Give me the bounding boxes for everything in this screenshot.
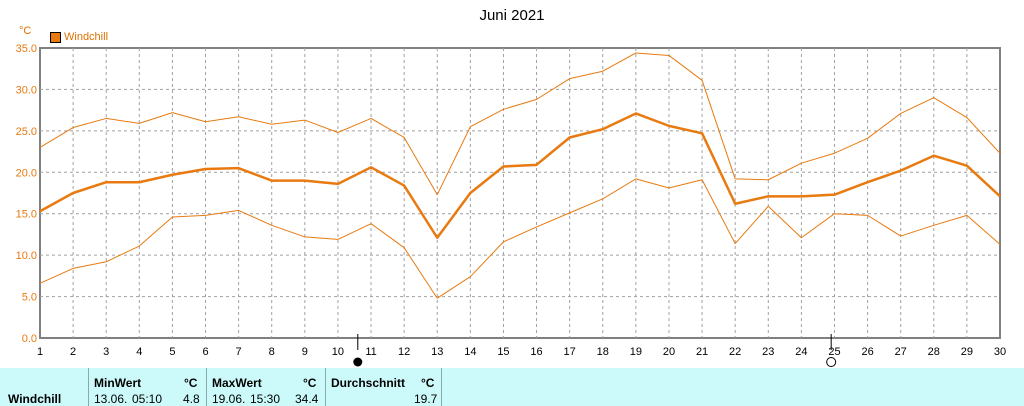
y-tick-label: 0.0 (22, 333, 37, 345)
x-tick-label: 21 (696, 346, 708, 358)
x-tick-label: 7 (236, 346, 242, 358)
new-moon-icon (826, 357, 837, 367)
x-tick-label: 13 (431, 346, 443, 358)
x-tick-label: 15 (497, 346, 509, 358)
full-moon-icon (353, 357, 363, 367)
stats-separator (88, 368, 89, 406)
avg-header: Durchschnitt (331, 376, 406, 390)
x-tick-label: 17 (564, 346, 576, 358)
y-tick-label: 25.0 (16, 126, 37, 138)
x-tick-label: 5 (169, 346, 175, 358)
avg-unit: °C (421, 376, 435, 390)
x-tick-label: 29 (961, 346, 973, 358)
max-date: 19.06. (212, 392, 246, 406)
legend-swatch (50, 31, 61, 43)
legend-label: Windchill (64, 31, 109, 43)
stats-label: Windchill (8, 392, 62, 406)
x-tick-label: 6 (202, 346, 208, 358)
max-header: MaxWert (212, 376, 262, 390)
x-tick-label: 3 (103, 346, 109, 358)
y-tick-label: 20.0 (16, 167, 37, 179)
max-unit: °C (303, 376, 317, 390)
min-date: 13.06. (94, 392, 128, 406)
x-tick-label: 2 (70, 346, 76, 358)
min-time: 05:10 (132, 392, 163, 406)
x-tick-label: 19 (630, 346, 642, 358)
x-tick-label: 1 (37, 346, 43, 358)
y-tick-label: 10.0 (16, 250, 37, 262)
x-tick-label: 24 (795, 346, 807, 358)
chart-canvas: 0.05.010.015.020.025.030.035.01 2 3 4 5 6 7 8 9 1… (16, 43, 1006, 367)
y-tick-label: 30.0 (16, 84, 37, 96)
avg-value: 19.7 (414, 392, 438, 406)
x-tick-label: 26 (861, 346, 873, 358)
y-axis-unit: °C (19, 25, 32, 37)
stats-separator (206, 368, 207, 406)
min-value: 4.8 (183, 392, 200, 406)
x-tick-label: 23 (762, 346, 774, 358)
y-tick-label: 15.0 (16, 209, 37, 221)
legend: Windchill (50, 31, 108, 43)
x-tick-label: 9 (302, 346, 308, 358)
x-tick-label: 10 (332, 346, 344, 358)
x-tick-label: 8 (269, 346, 275, 358)
x-tick-label: 11 (365, 346, 376, 358)
x-tick-label: 20 (663, 346, 675, 358)
stats-panel: Windchill MinWert °C 13.06. 05:10 4.8 Ma… (0, 368, 1024, 406)
x-tick-label: 18 (597, 346, 609, 358)
x-tick-label: 16 (530, 346, 542, 358)
series-line-max (39, 52, 1001, 196)
series-line-min (39, 178, 1001, 299)
x-tick-label: 14 (464, 346, 476, 358)
y-tick-label: 5.0 (22, 292, 37, 304)
max-value: 34.4 (295, 392, 319, 406)
x-tick-label: 30 (994, 346, 1006, 358)
y-tick-label: 35.0 (16, 43, 37, 55)
series-line-windchill (39, 112, 1001, 239)
stats-separator (441, 368, 442, 406)
chart-title: Juni 2021 (479, 7, 545, 24)
x-tick-label: 25 (828, 346, 840, 358)
min-unit: °C (184, 376, 198, 390)
x-tick-label: 22 (729, 346, 741, 358)
plot-area (39, 47, 1001, 339)
x-tick-label: 4 (136, 346, 142, 358)
x-tick-label: 12 (398, 346, 410, 358)
stats-separator (325, 368, 326, 406)
x-tick-label: 28 (928, 346, 940, 358)
min-header: MinWert (94, 376, 142, 390)
max-time: 15:30 (250, 392, 281, 406)
x-tick-label: 27 (895, 346, 907, 358)
